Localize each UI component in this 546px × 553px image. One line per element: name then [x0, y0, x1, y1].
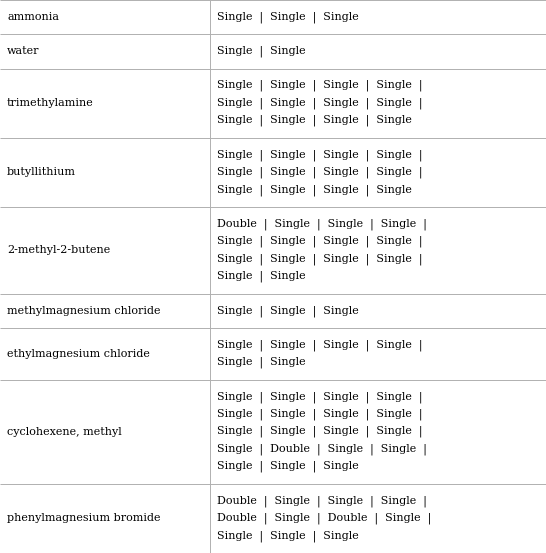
Text: Single  |  Single: Single | Single — [217, 357, 306, 368]
Text: Single  |  Single: Single | Single — [217, 46, 306, 57]
Text: Single  |  Single  |  Single: Single | Single | Single — [217, 305, 359, 316]
Text: ethylmagnesium chloride: ethylmagnesium chloride — [7, 349, 150, 359]
Text: Single  |  Single  |  Single  |  Single  |: Single | Single | Single | Single | — [217, 97, 423, 109]
Text: Single  |  Single: Single | Single — [217, 271, 306, 282]
Text: Single  |  Single  |  Single  |  Single  |: Single | Single | Single | Single | — [217, 166, 423, 178]
Text: Double  |  Single  |  Single  |  Single  |: Double | Single | Single | Single | — [217, 495, 427, 507]
Text: trimethylamine: trimethylamine — [7, 98, 94, 108]
Text: Single  |  Single  |  Single: Single | Single | Single — [217, 461, 359, 472]
Text: Single  |  Single  |  Single  |  Single  |: Single | Single | Single | Single | — [217, 149, 423, 161]
Text: ammonia: ammonia — [7, 12, 59, 22]
Text: Single  |  Single  |  Single  |  Single  |: Single | Single | Single | Single | — [217, 253, 423, 265]
Text: Single  |  Single  |  Single  |  Single  |: Single | Single | Single | Single | — [217, 391, 423, 403]
Text: water: water — [7, 46, 39, 56]
Text: 2-methyl-2-butene: 2-methyl-2-butene — [7, 246, 110, 255]
Text: Single  |  Single  |  Single  |  Single  |: Single | Single | Single | Single | — [217, 236, 423, 247]
Text: Double  |  Single  |  Double  |  Single  |: Double | Single | Double | Single | — [217, 513, 431, 524]
Text: Single  |  Single  |  Single  |  Single  |: Single | Single | Single | Single | — [217, 340, 423, 351]
Text: Single  |  Single  |  Single  |  Single  |: Single | Single | Single | Single | — [217, 80, 423, 91]
Text: Single  |  Single  |  Single  |  Single  |: Single | Single | Single | Single | — [217, 409, 423, 420]
Text: butyllithium: butyllithium — [7, 168, 76, 178]
Text: Single  |  Single  |  Single: Single | Single | Single — [217, 530, 359, 541]
Text: Single  |  Single  |  Single: Single | Single | Single — [217, 12, 359, 23]
Text: methylmagnesium chloride: methylmagnesium chloride — [7, 306, 161, 316]
Text: Single  |  Single  |  Single  |  Single: Single | Single | Single | Single — [217, 184, 412, 196]
Text: Double  |  Single  |  Single  |  Single  |: Double | Single | Single | Single | — [217, 218, 427, 230]
Text: Single  |  Single  |  Single  |  Single: Single | Single | Single | Single — [217, 115, 412, 127]
Text: Single  |  Double  |  Single  |  Single  |: Single | Double | Single | Single | — [217, 444, 427, 455]
Text: cyclohexene, methyl: cyclohexene, methyl — [7, 427, 122, 437]
Text: Single  |  Single  |  Single  |  Single  |: Single | Single | Single | Single | — [217, 426, 423, 437]
Text: phenylmagnesium bromide: phenylmagnesium bromide — [7, 513, 161, 523]
